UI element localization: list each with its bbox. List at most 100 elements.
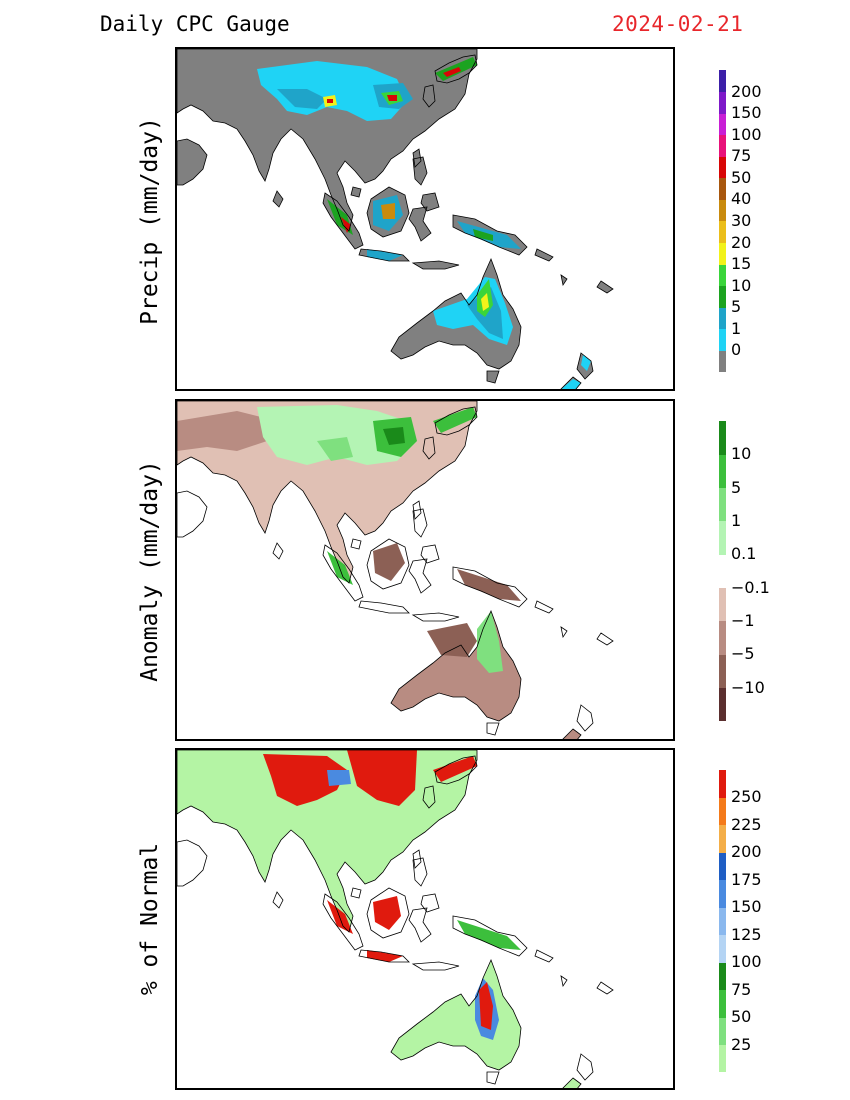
rain-field	[391, 960, 521, 1070]
colorbar-tick-label: 150	[731, 897, 762, 917]
rain-field	[481, 293, 489, 311]
coastline-hainan	[350, 186, 362, 198]
coastline-solomon	[534, 600, 554, 614]
colorbar-tick-label: 125	[731, 924, 762, 944]
coastline-nzs	[562, 1077, 582, 1088]
colorbar-tick-label: 40	[731, 189, 752, 209]
land-luzon	[413, 858, 427, 886]
land-newcal	[597, 633, 613, 645]
colorbar-segment	[719, 621, 726, 655]
land-mindanao	[421, 894, 439, 912]
map-layer	[177, 750, 614, 1088]
rain-field	[457, 569, 521, 601]
colorbar-segment	[719, 307, 726, 330]
colorbar-segment	[719, 264, 726, 287]
coastline-korea	[422, 84, 436, 108]
rain-field	[443, 67, 461, 77]
land-srilanka	[273, 543, 283, 559]
coastline-sumatra	[322, 544, 364, 602]
anomaly-axis-label: Anomaly (mm/day)	[137, 460, 163, 682]
coastline-tasmania	[486, 722, 500, 736]
land-solomon	[535, 601, 553, 613]
land-hainan	[351, 888, 361, 898]
colorbar-tick-label: 200	[731, 842, 762, 862]
coastline-newcal	[596, 280, 614, 294]
coastline-taiwan	[412, 849, 422, 869]
pct-normal-map	[175, 748, 675, 1090]
colorbar-tick-label: 250	[731, 787, 762, 807]
colorbar-tick-label: 25	[731, 1034, 752, 1054]
colorbar-tick-label: 1	[731, 511, 742, 530]
rain-field	[381, 203, 395, 219]
coastline-java	[358, 248, 410, 262]
colorbar-segment	[719, 156, 726, 179]
coastline-taiwan	[412, 500, 422, 520]
coastline-tasmania	[486, 1071, 500, 1085]
land-sulawesi	[409, 559, 431, 593]
coastline-japan	[434, 755, 478, 785]
coastline-australia	[390, 609, 522, 722]
rain-field	[479, 982, 493, 1030]
colorbar-segment	[719, 454, 726, 489]
coastline-newcal	[596, 632, 614, 646]
colorbar-segment	[719, 554, 726, 589]
land-nzn	[577, 705, 593, 731]
colorbar-segment	[719, 587, 726, 622]
coastline-lesser	[411, 961, 460, 971]
land-sulawesi	[409, 207, 431, 241]
colorbar-segment	[719, 687, 726, 722]
land-luzon	[413, 157, 427, 185]
coastline-taiwan	[412, 148, 422, 168]
anomaly-colorbar	[719, 421, 726, 722]
coastline-newguinea	[452, 214, 528, 256]
land-newcal	[597, 982, 613, 994]
coastline-mindanao	[420, 893, 440, 913]
colorbar-segment	[719, 1044, 726, 1073]
rain-field	[433, 407, 477, 433]
land-solomon	[535, 249, 553, 261]
coastline-arabia	[177, 490, 208, 538]
coastline-sumatra	[322, 893, 364, 951]
land-korea	[423, 85, 435, 107]
colorbar-segment	[719, 989, 726, 1018]
rain-field	[383, 427, 405, 445]
land-hainan	[351, 539, 361, 549]
land-mindanao	[421, 545, 439, 563]
coastline-hainan	[350, 538, 362, 550]
colorbar-tick-label: 0.1	[731, 544, 757, 564]
colorbar-segment	[719, 285, 726, 308]
rain-field	[177, 411, 277, 451]
rain-field	[387, 95, 397, 101]
land-arabia	[177, 139, 207, 185]
colorbar-segment	[719, 770, 726, 798]
rain-field	[427, 623, 477, 657]
coastline-asia	[177, 49, 478, 232]
rain-field	[263, 754, 347, 806]
colorbar-segment	[719, 199, 726, 222]
land-newcal	[597, 281, 613, 293]
coastline-lesser	[411, 260, 460, 270]
rain-field	[327, 770, 351, 786]
coastline-nzn	[576, 1053, 594, 1081]
land-srilanka	[273, 191, 283, 207]
map-layer	[177, 401, 614, 739]
rain-field	[327, 99, 333, 103]
colorbar-tick-label: 175	[731, 869, 762, 889]
colorbar-tick-label: −10	[731, 677, 765, 697]
rain-field	[581, 355, 591, 371]
colorbar-segment	[719, 654, 726, 689]
colorbar-tick-label: 0	[731, 340, 742, 360]
coastline-sulawesi	[408, 206, 432, 242]
colorbar-tick-label: 75	[731, 979, 752, 999]
colorbar-tick-label: 50	[731, 1007, 752, 1027]
colorbar-segment	[719, 934, 726, 963]
land-srilanka	[273, 892, 283, 908]
map-canvas	[177, 401, 614, 739]
colorbar-segment	[719, 907, 726, 936]
coastline-australia	[390, 958, 522, 1071]
coastline-korea	[422, 785, 436, 809]
rain-field	[373, 896, 401, 930]
colorbar-tick-label: 5	[731, 477, 742, 497]
rain-field	[433, 756, 477, 782]
colorbar-tick-label: −5	[731, 644, 755, 664]
